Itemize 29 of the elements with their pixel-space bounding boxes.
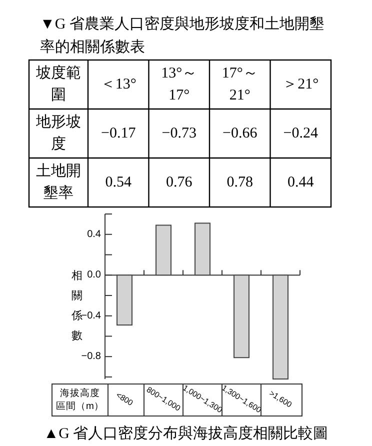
x-tick-label: ＜13° [100, 76, 136, 92]
bar [194, 222, 210, 276]
bar [234, 274, 250, 358]
y-tick-label: 0.4 [87, 228, 102, 240]
y-tick-label: 土地開墾率 [36, 162, 81, 202]
data-label: 0.54 [105, 174, 132, 190]
y-axis-title: 相關係數 [72, 269, 82, 342]
y-tick-label: −0.8 [81, 351, 102, 362]
data-label: 0.76 [166, 174, 193, 190]
data-label: −0.17 [101, 126, 136, 142]
data-label: −0.24 [283, 126, 318, 142]
x-tick-label: <800 [114, 390, 135, 408]
data-label: −0.66 [222, 126, 258, 142]
x-tick-label: ＞21° [282, 76, 319, 92]
y-tick-label: −0.4 [81, 310, 102, 322]
y-tick-label: 地形坡度 [35, 114, 81, 152]
x-axis-title: 海拔高度區間（m） [56, 387, 104, 412]
data-label: 0.44 [288, 174, 314, 190]
bar [156, 224, 172, 276]
data-label: 0.78 [226, 174, 253, 190]
chart-title: ▼G 省農業人口密度與地形坡度和土地開墾率的相關係數表 [40, 16, 324, 56]
x-tick-label: 17°～21° [222, 66, 258, 104]
text: ▲G 省人口密度分布與海拔高度相關比較圖 [44, 425, 328, 442]
bar [116, 274, 132, 326]
y-tick-label: 0.0 [87, 270, 102, 281]
bar [272, 274, 288, 380]
x-tick-label: 13°～17° [161, 66, 198, 104]
x-axis-title: 坡度範圍 [35, 64, 81, 104]
data-label: −0.73 [162, 126, 196, 142]
